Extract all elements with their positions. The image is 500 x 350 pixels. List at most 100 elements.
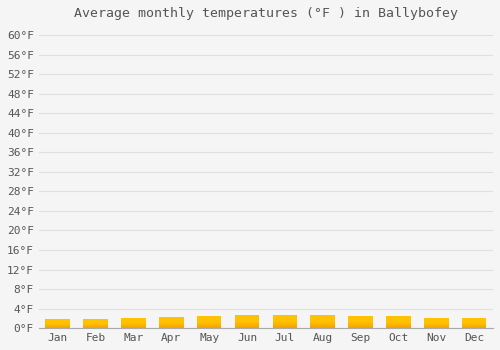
Bar bbox=[386, 320, 410, 326]
Bar bbox=[310, 321, 335, 327]
Bar bbox=[310, 319, 335, 326]
Bar bbox=[84, 319, 108, 324]
Bar bbox=[424, 321, 448, 327]
Bar bbox=[424, 322, 448, 327]
Bar bbox=[424, 318, 448, 323]
Bar bbox=[84, 323, 108, 327]
Bar bbox=[424, 318, 448, 323]
Bar bbox=[348, 316, 373, 322]
Bar bbox=[272, 321, 297, 328]
Bar bbox=[234, 316, 260, 322]
Bar bbox=[197, 317, 222, 323]
Bar bbox=[462, 321, 486, 326]
Bar bbox=[386, 316, 410, 322]
Bar bbox=[46, 320, 70, 324]
Bar bbox=[159, 322, 184, 328]
Bar bbox=[159, 322, 184, 328]
Bar bbox=[272, 319, 297, 326]
Bar bbox=[84, 320, 108, 325]
Bar bbox=[159, 321, 184, 327]
Bar bbox=[234, 322, 260, 328]
Bar bbox=[424, 319, 448, 324]
Bar bbox=[197, 320, 222, 326]
Bar bbox=[424, 320, 448, 325]
Bar bbox=[197, 320, 222, 326]
Bar bbox=[310, 317, 335, 324]
Bar bbox=[462, 323, 486, 328]
Bar bbox=[159, 320, 184, 325]
Bar bbox=[386, 318, 410, 324]
Bar bbox=[310, 320, 335, 326]
Bar bbox=[386, 321, 410, 327]
Bar bbox=[462, 320, 486, 324]
Bar bbox=[121, 319, 146, 324]
Bar bbox=[424, 321, 448, 326]
Bar bbox=[197, 318, 222, 324]
Bar bbox=[159, 321, 184, 326]
Bar bbox=[424, 319, 448, 324]
Bar bbox=[462, 323, 486, 328]
Bar bbox=[386, 321, 410, 327]
Bar bbox=[159, 321, 184, 327]
Bar bbox=[84, 320, 108, 324]
Bar bbox=[84, 321, 108, 326]
Bar bbox=[272, 317, 297, 324]
Bar bbox=[348, 319, 373, 326]
Bar bbox=[310, 317, 335, 324]
Bar bbox=[424, 319, 448, 324]
Bar bbox=[84, 322, 108, 327]
Title: Average monthly temperatures (°F ) in Ballybofey: Average monthly temperatures (°F ) in Ba… bbox=[74, 7, 458, 20]
Bar bbox=[121, 322, 146, 327]
Bar bbox=[197, 319, 222, 325]
Bar bbox=[462, 322, 486, 328]
Bar bbox=[46, 323, 70, 327]
Bar bbox=[348, 318, 373, 324]
Bar bbox=[234, 321, 260, 327]
Bar bbox=[121, 323, 146, 328]
Bar bbox=[386, 317, 410, 323]
Bar bbox=[424, 322, 448, 327]
Bar bbox=[234, 317, 260, 324]
Bar bbox=[348, 318, 373, 325]
Bar bbox=[197, 316, 222, 322]
Bar bbox=[121, 321, 146, 326]
Bar bbox=[462, 320, 486, 325]
Bar bbox=[386, 317, 410, 323]
Bar bbox=[234, 318, 260, 325]
Bar bbox=[462, 320, 486, 325]
Bar bbox=[272, 320, 297, 327]
Bar bbox=[348, 321, 373, 328]
Bar bbox=[46, 321, 70, 326]
Bar bbox=[46, 320, 70, 325]
Bar bbox=[424, 318, 448, 324]
Bar bbox=[159, 323, 184, 328]
Bar bbox=[272, 320, 297, 327]
Bar bbox=[46, 323, 70, 328]
Bar bbox=[386, 318, 410, 324]
Bar bbox=[310, 318, 335, 324]
Bar bbox=[234, 318, 260, 324]
Bar bbox=[84, 322, 108, 327]
Bar bbox=[197, 322, 222, 328]
Bar bbox=[234, 321, 260, 328]
Bar bbox=[348, 316, 373, 323]
Bar bbox=[462, 319, 486, 324]
Bar bbox=[197, 321, 222, 327]
Bar bbox=[310, 316, 335, 323]
Bar bbox=[386, 321, 410, 328]
Bar bbox=[159, 318, 184, 323]
Bar bbox=[424, 322, 448, 327]
Bar bbox=[310, 316, 335, 322]
Bar bbox=[46, 320, 70, 324]
Bar bbox=[46, 322, 70, 327]
Bar bbox=[386, 321, 410, 327]
Bar bbox=[159, 323, 184, 328]
Bar bbox=[424, 321, 448, 327]
Bar bbox=[159, 319, 184, 324]
Bar bbox=[121, 320, 146, 325]
Bar bbox=[424, 320, 448, 326]
Bar bbox=[462, 322, 486, 327]
Bar bbox=[121, 322, 146, 327]
Bar bbox=[197, 318, 222, 324]
Bar bbox=[272, 315, 297, 322]
